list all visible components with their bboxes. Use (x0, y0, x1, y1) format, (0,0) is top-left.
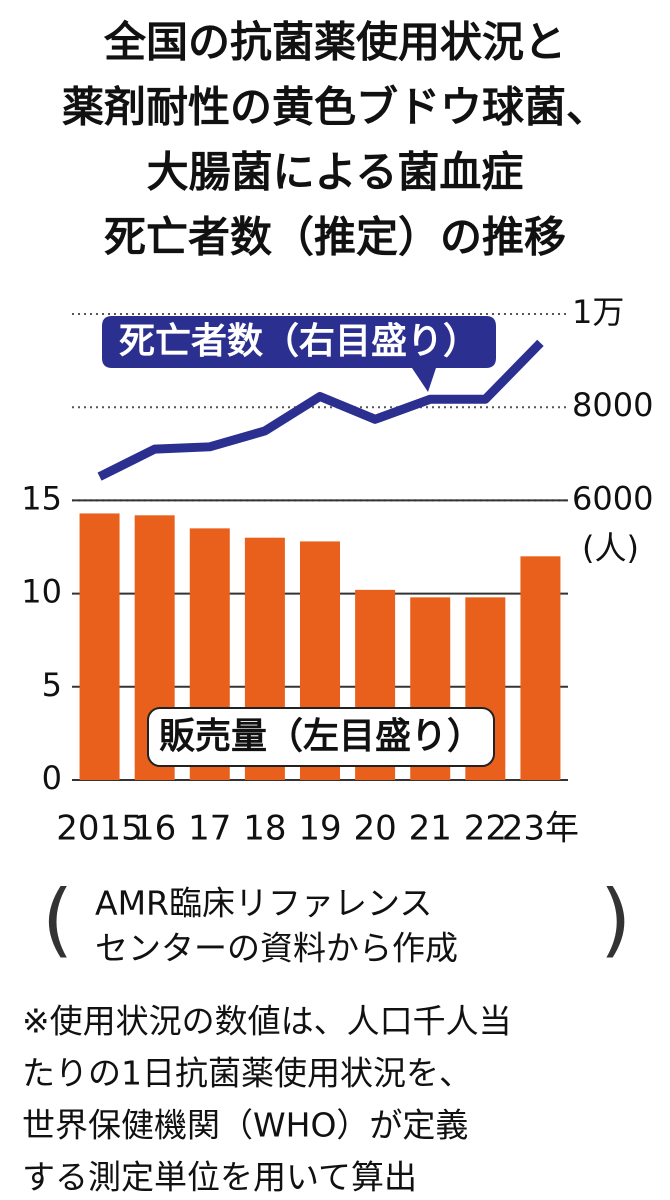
y2-tick-label: 8000 (572, 386, 653, 424)
note: ※使用状況の数値は、人口千人当 (22, 1002, 512, 1041)
note: 世界保健機関（WHO）が定義 (22, 1106, 468, 1145)
note: たりの1日抗菌薬使用状況を、 (22, 1054, 472, 1093)
paren: ) (600, 873, 631, 966)
x-tick-label: 2015 (56, 809, 143, 849)
legend-box (147, 707, 495, 767)
x-tick-label: 17 (188, 809, 231, 849)
chart-title: 全国の抗菌薬使用状況と (103, 18, 566, 67)
legend-label: 死亡者数（右目盛り） (119, 321, 479, 362)
x-tick-label: 22 (464, 809, 507, 849)
line (97, 339, 544, 481)
y-tick-label: 0 (42, 759, 62, 797)
chart-title: 大腸菌による菌血症 (147, 148, 524, 197)
paren: ( (42, 873, 73, 966)
bar (79, 513, 120, 780)
y-tick-label: 15 (21, 479, 62, 517)
y-tick-label: 10 (21, 573, 62, 611)
y2-axis-label: (人) (582, 529, 639, 567)
x-tick-label: 21 (409, 809, 452, 849)
y2-tick-label: 1万 (572, 293, 624, 331)
x-tick-label: 16 (133, 809, 176, 849)
y2-tick-label: 6000 (572, 479, 653, 517)
bar (520, 556, 561, 780)
x-tick-label: 20 (353, 809, 396, 849)
legend-label: 販売量（左目盛り） (159, 716, 483, 757)
note: する測定単位を用いて算出 (22, 1158, 417, 1197)
source: センターの資料から作成 (95, 929, 458, 968)
x-tick-label: 23年 (502, 809, 579, 849)
x-tick-label: 19 (298, 809, 341, 849)
chart-title: 薬剤耐性の黄色ブドウ球菌、 (62, 83, 608, 132)
legend-box (102, 316, 496, 392)
source: AMR臨床リファレンス (95, 884, 432, 923)
chart-title: 死亡者数（推定）の推移 (104, 213, 566, 262)
x-tick-label: 18 (243, 809, 286, 849)
y-tick-label: 5 (42, 666, 62, 704)
